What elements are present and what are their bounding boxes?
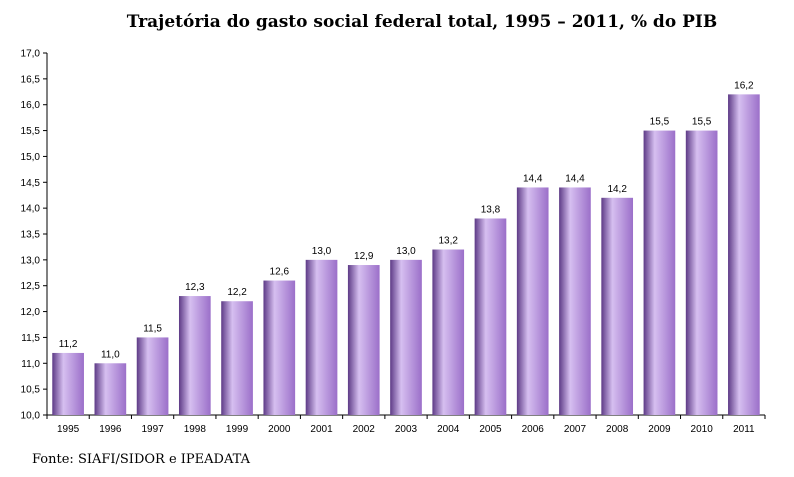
y-tick-label: 13,5 bbox=[21, 230, 41, 241]
bar bbox=[94, 363, 127, 415]
y-tick-label: 15,0 bbox=[21, 152, 41, 163]
y-tick-label: 17,0 bbox=[21, 49, 41, 60]
y-tick-label: 11,5 bbox=[21, 333, 40, 344]
x-tick-label: 2007 bbox=[564, 424, 587, 435]
chart-title: Trajetória do gasto social federal total… bbox=[126, 12, 718, 32]
data-label: 14,4 bbox=[523, 173, 543, 184]
x-tick-label: 2009 bbox=[648, 424, 671, 435]
bar bbox=[178, 296, 211, 415]
bars bbox=[52, 94, 760, 416]
x-tick-label: 1995 bbox=[57, 424, 80, 435]
y-tick-label: 10,0 bbox=[21, 411, 41, 422]
y-tick-label: 15,5 bbox=[21, 126, 41, 137]
data-label: 12,3 bbox=[185, 282, 205, 293]
data-label: 11,5 bbox=[143, 323, 162, 334]
data-label: 13,2 bbox=[439, 236, 459, 247]
bar bbox=[474, 218, 507, 415]
bar bbox=[263, 280, 296, 415]
data-label: 14,4 bbox=[565, 173, 585, 184]
x-tick-label: 2003 bbox=[395, 424, 418, 435]
x-tick-label: 2004 bbox=[437, 424, 460, 435]
y-tick-label: 11,0 bbox=[21, 359, 40, 370]
x-tick-label: 2000 bbox=[268, 424, 291, 435]
bar bbox=[221, 301, 253, 415]
data-label: 15,5 bbox=[650, 117, 670, 128]
source-note: Fonte: SIAFI/SIDOR e IPEADATA bbox=[32, 452, 250, 467]
bar bbox=[559, 187, 591, 415]
bar bbox=[52, 352, 84, 415]
x-tick-label: 2008 bbox=[606, 424, 629, 435]
x-tick-label: 1998 bbox=[184, 424, 207, 435]
bar bbox=[601, 197, 634, 415]
labels: 11,2 1995 11,0 1996 11,5 1997 12,3 1998 12,2 1999… bbox=[57, 80, 755, 435]
bar bbox=[643, 130, 676, 416]
y-tick-label: 14,5 bbox=[21, 178, 41, 189]
x-tick-label: 2005 bbox=[479, 424, 502, 435]
data-label: 15,5 bbox=[692, 117, 712, 128]
bar bbox=[728, 94, 760, 415]
y-tick-label: 14,0 bbox=[21, 204, 41, 215]
y-tick-label: 12,0 bbox=[21, 307, 41, 318]
x-tick-label: 2002 bbox=[353, 424, 376, 435]
data-label: 11,2 bbox=[59, 339, 78, 350]
x-tick-label: 2011 bbox=[733, 424, 755, 435]
x-tick-label: 1996 bbox=[99, 424, 122, 435]
data-label: 11,0 bbox=[101, 349, 120, 360]
y-tick-label: 10,5 bbox=[21, 385, 41, 396]
y-tick-label: 13,0 bbox=[21, 255, 41, 266]
data-label: 16,2 bbox=[734, 80, 754, 91]
bar bbox=[685, 130, 718, 416]
x-tick-label: 2001 bbox=[310, 424, 333, 435]
y-tick-label: 16,5 bbox=[21, 74, 41, 85]
bar bbox=[516, 187, 549, 415]
data-label: 13,0 bbox=[396, 246, 416, 257]
data-label: 12,9 bbox=[354, 251, 374, 262]
data-label: 13,8 bbox=[481, 204, 501, 215]
data-label: 12,6 bbox=[270, 267, 290, 278]
x-tick-label: 2010 bbox=[691, 424, 714, 435]
y-tick-label: 12,5 bbox=[21, 281, 41, 292]
x-tick-label: 1999 bbox=[226, 424, 249, 435]
x-tick-label: 1997 bbox=[141, 424, 164, 435]
bar bbox=[432, 249, 465, 415]
y-tick-label: 16,0 bbox=[21, 100, 41, 111]
x-tick-label: 2006 bbox=[522, 424, 545, 435]
data-label: 13,0 bbox=[312, 246, 332, 257]
bar bbox=[136, 337, 169, 415]
data-label: 14,2 bbox=[607, 184, 627, 195]
bar bbox=[305, 259, 338, 415]
data-label: 12,2 bbox=[227, 287, 247, 298]
bar bbox=[390, 259, 422, 415]
bar bbox=[347, 265, 380, 415]
